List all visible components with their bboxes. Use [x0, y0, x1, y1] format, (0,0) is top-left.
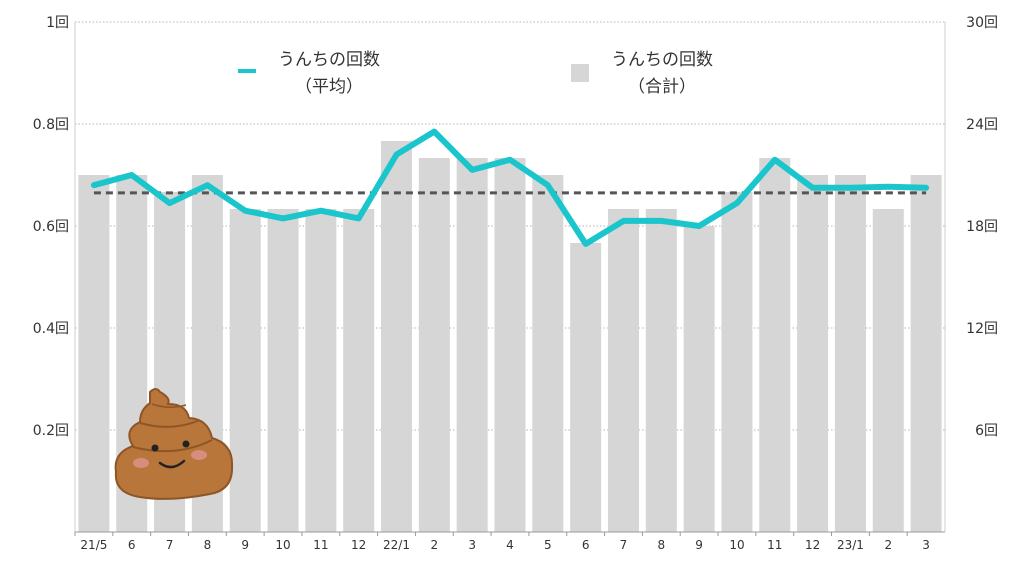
bar	[456, 158, 488, 532]
bar	[910, 175, 942, 532]
left-tick-label: 0.8回	[33, 117, 69, 133]
x-tick-label: 10	[729, 538, 744, 552]
x-tick-label: 6	[582, 538, 590, 552]
x-tick-label: 10	[275, 538, 290, 552]
left-tick-label: 1回	[46, 15, 69, 31]
bar	[381, 141, 413, 532]
left-axis-ticks: 0.2回 0.4回 0.6回 0.8回 1回	[33, 15, 69, 439]
bar	[229, 209, 261, 532]
x-tick-label: 9	[241, 538, 249, 552]
x-tick-label: 2	[884, 538, 892, 552]
x-tick-label: 9	[695, 538, 703, 552]
legend-label-average-line2: （平均）	[295, 77, 363, 97]
legend-swatch-average	[238, 69, 256, 73]
legend-label-average-line1: うんちの回数	[278, 50, 380, 70]
x-tick-label: 23/1	[837, 538, 864, 552]
right-tick-label: 12回	[966, 321, 998, 337]
bar	[78, 175, 110, 532]
bar	[418, 158, 450, 532]
right-tick-label: 24回	[966, 117, 998, 133]
left-tick-label: 0.4回	[33, 321, 69, 337]
bar	[343, 209, 375, 532]
bar	[759, 158, 791, 532]
x-tick-label: 11	[313, 538, 328, 552]
x-tick-label: 8	[204, 538, 212, 552]
legend: うんちの回数 （平均） うんちの回数 （合計）	[238, 50, 713, 97]
x-tick-label: 22/1	[383, 538, 410, 552]
right-tick-label: 30回	[966, 15, 998, 31]
average-line-series	[90, 128, 930, 247]
legend-label-total-line2: （合計）	[628, 77, 696, 97]
x-tick-label: 11	[767, 538, 782, 552]
x-tick-label: 12	[805, 538, 820, 552]
x-tick-label: 6	[128, 538, 136, 552]
bar	[683, 226, 715, 532]
poop-icon	[114, 388, 234, 500]
x-tick-label: 7	[620, 538, 628, 552]
bar	[532, 175, 564, 532]
bar	[834, 175, 866, 532]
bar	[305, 209, 337, 532]
bar	[872, 209, 904, 532]
bar	[570, 243, 602, 532]
x-tick-label: 21/5	[80, 538, 107, 552]
bar	[645, 209, 677, 532]
x-tick-label: 3	[922, 538, 930, 552]
bar	[494, 158, 526, 532]
legend-swatch-total	[571, 64, 589, 82]
x-tick-label: 2	[431, 538, 439, 552]
left-tick-label: 0.6回	[33, 219, 69, 235]
bar	[267, 209, 299, 532]
bar	[721, 192, 753, 532]
bar	[607, 209, 639, 532]
x-tick-label: 8	[657, 538, 665, 552]
right-tick-label: 18回	[966, 219, 998, 235]
x-tick-label: 3	[468, 538, 476, 552]
x-tick-label: 12	[351, 538, 366, 552]
legend-label-total-line1: うんちの回数	[611, 50, 713, 70]
right-axis-ticks: 6回 12回 18回 24回 30回	[966, 15, 998, 439]
bar	[797, 175, 829, 532]
right-tick-label: 6回	[975, 423, 998, 439]
x-axis-ticks: 21/5 6 7 8 9 10 11 12 22/1 2 3 4 5 6 7 8 9 10 11 12 23/1 2 3	[74, 532, 930, 552]
left-tick-label: 0.2回	[33, 423, 69, 439]
x-tick-label: 5	[544, 538, 552, 552]
x-tick-label: 7	[166, 538, 174, 552]
x-tick-label: 4	[506, 538, 514, 552]
